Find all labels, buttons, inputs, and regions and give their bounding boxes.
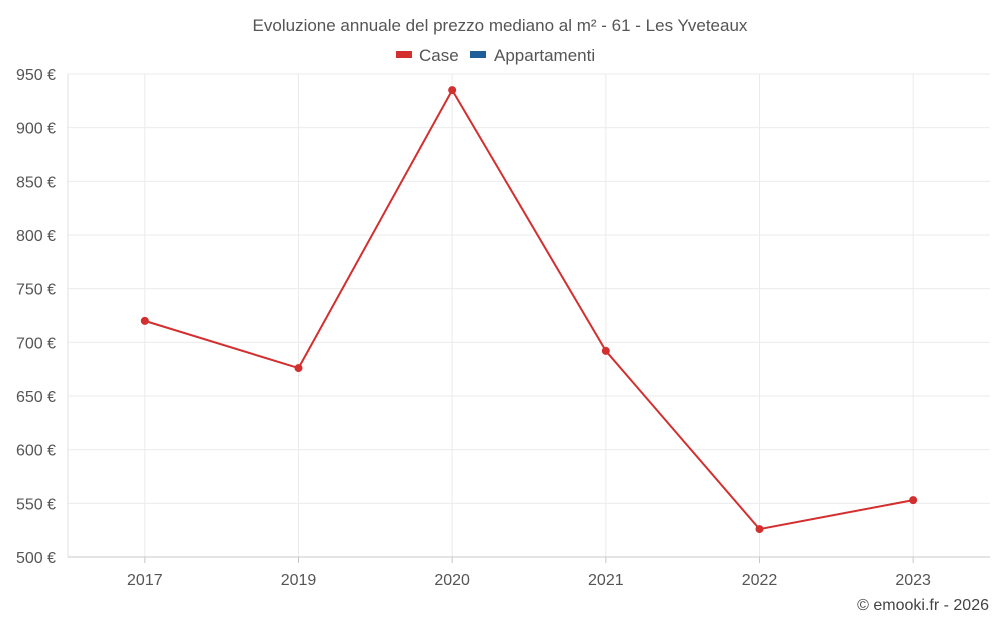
chart-title: Evoluzione annuale del prezzo mediano al…	[253, 16, 748, 35]
data-point-case-2023[interactable]	[909, 496, 918, 505]
y-tick-label: 800 €	[16, 228, 56, 245]
x-tick-label: 2020	[434, 572, 470, 589]
series-case	[140, 86, 918, 534]
y-tick-label: 550 €	[16, 496, 56, 513]
legend-item-appartamenti[interactable]: Appartamenti	[470, 46, 595, 65]
grid	[68, 73, 990, 557]
y-tick-label: 650 €	[16, 389, 56, 406]
legend-label-case: Case	[419, 46, 459, 65]
series-line-case	[144, 89, 914, 531]
x-tick-label: 2022	[742, 572, 778, 589]
axes	[67, 74, 990, 563]
credit-text: © emooki.fr - 2026	[857, 597, 989, 614]
x-tick-label: 2019	[281, 572, 317, 589]
y-tick-label: 700 €	[16, 335, 56, 352]
data-point-case-2021[interactable]	[601, 346, 610, 355]
legend-swatch-appartamenti	[470, 51, 486, 58]
x-tick-label: 2017	[127, 572, 163, 589]
data-point-case-2019[interactable]	[294, 364, 303, 373]
x-tick-label: 2023	[895, 572, 931, 589]
data-point-case-2020[interactable]	[448, 86, 457, 95]
y-tick-label: 500 €	[16, 550, 56, 567]
y-axis-labels: 500 € 550 € 600 € 650 € 700 € 750 € 800 € 850 €…	[16, 67, 56, 567]
legend-swatch-case	[396, 51, 412, 58]
legend: Case Appartamenti	[396, 46, 595, 65]
y-tick-label: 950 €	[16, 67, 56, 84]
legend-label-appartamenti: Appartamenti	[494, 46, 595, 65]
data-point-case-2017[interactable]	[140, 316, 149, 325]
x-tick-label: 2021	[588, 572, 624, 589]
x-axis-labels: 2017 2019 2020 2021 2022 2023	[127, 572, 931, 589]
legend-item-case[interactable]: Case	[396, 46, 459, 65]
y-tick-label: 900 €	[16, 121, 56, 138]
data-point-case-2022[interactable]	[755, 525, 764, 534]
y-tick-label: 850 €	[16, 174, 56, 191]
y-tick-label: 600 €	[16, 443, 56, 460]
y-tick-label: 750 €	[16, 282, 56, 299]
